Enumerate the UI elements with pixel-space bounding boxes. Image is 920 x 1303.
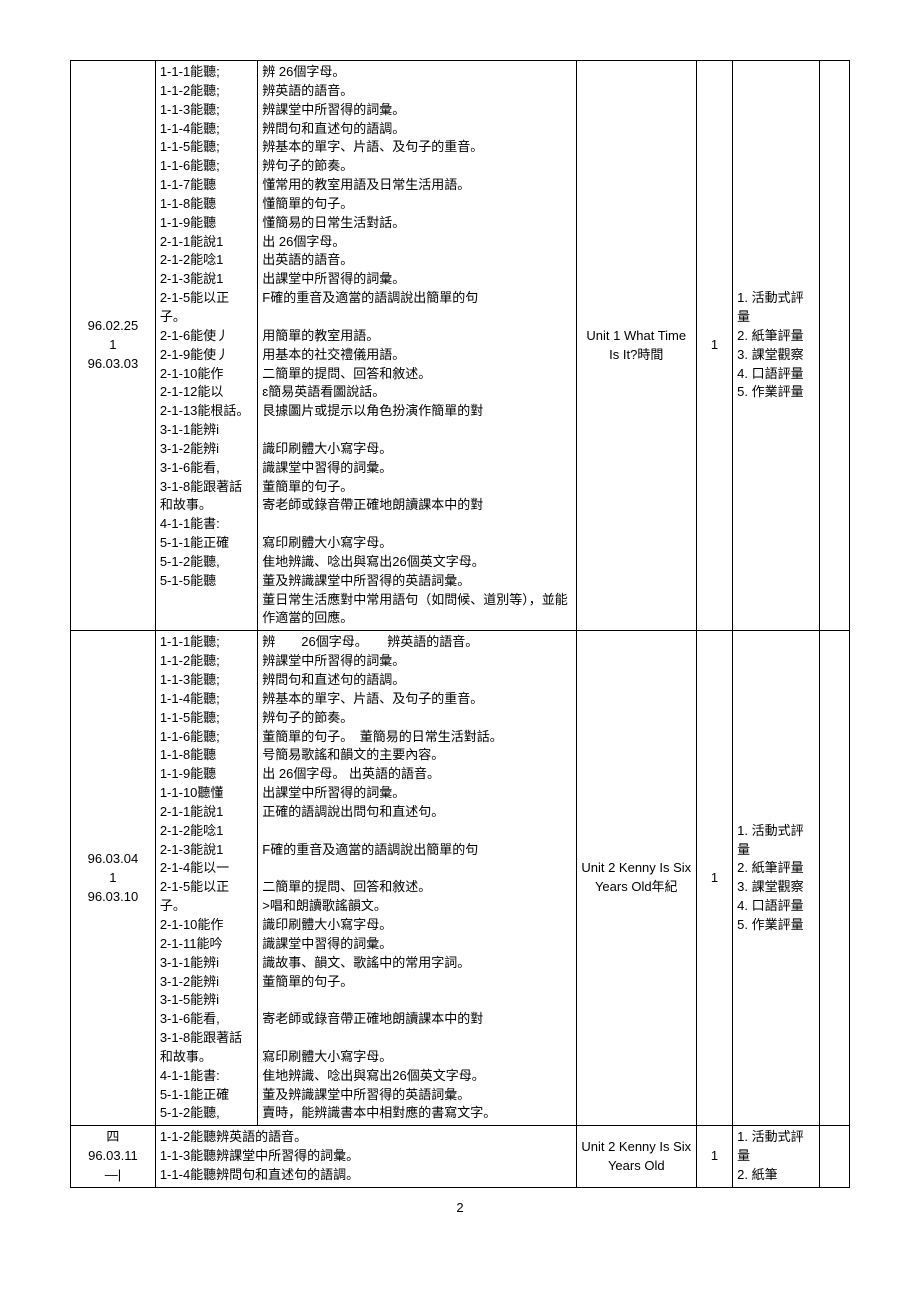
curriculum-table: 96.02.25 1 96.03.03 1-1-1能聽; 1-1-2能聽; 1-… [70, 60, 850, 1188]
details-cell: 辨 26個字母。 辨英語的語音。 辨課堂中所習得的詞彙。 辨問句和直述句的語調。… [258, 61, 576, 631]
assessment-cell: 1. 活動式評量 2. 紙筆評量 3. 課堂觀察 4. 口語評量 5. 作業評量 [733, 631, 820, 1126]
unit-cell: Unit 2 Kenny Is Six Years Old年紀 [576, 631, 696, 1126]
date-cell: 96.02.25 1 96.03.03 [71, 61, 156, 631]
assessment-cell: 1. 活動式評量 2. 紙筆評量 3. 課堂觀察 4. 口語評量 5. 作業評量 [733, 61, 820, 631]
table-row: 四 96.03.11 —| 1-1-2能聽辨英語的語音。 1-1-3能聽辨課堂中… [71, 1126, 850, 1188]
count-cell: 1 [696, 1126, 732, 1188]
objectives-cell: 1-1-1能聽; 1-1-2能聽; 1-1-3能聽; 1-1-4能聽; 1-1-… [155, 631, 257, 1126]
empty-cell [820, 1126, 850, 1188]
date-cell: 96.03.04 1 96.03.10 [71, 631, 156, 1126]
page-number: 2 [70, 1200, 850, 1215]
unit-cell: Unit 2 Kenny Is Six Years Old [576, 1126, 696, 1188]
table-row: 96.03.04 1 96.03.10 1-1-1能聽; 1-1-2能聽; 1-… [71, 631, 850, 1126]
date-cell: 四 96.03.11 —| [71, 1126, 156, 1188]
empty-cell [820, 61, 850, 631]
count-cell: 1 [696, 631, 732, 1126]
objectives-cell: 1-1-1能聽; 1-1-2能聽; 1-1-3能聽; 1-1-4能聽; 1-1-… [155, 61, 257, 631]
table-row: 96.02.25 1 96.03.03 1-1-1能聽; 1-1-2能聽; 1-… [71, 61, 850, 631]
details-cell: 辨 26個字母。 辨英語的語音。 辨課堂中所習得的詞彙。 辨問句和直述句的語調。… [258, 631, 576, 1126]
unit-cell: Unit 1 What Time Is It?時間 [576, 61, 696, 631]
count-cell: 1 [696, 61, 732, 631]
assessment-cell: 1. 活動式評量 2. 紙筆 [733, 1126, 820, 1188]
objectives-merged-cell: 1-1-2能聽辨英語的語音。 1-1-3能聽辨課堂中所習得的詞彙。 1-1-4能… [155, 1126, 576, 1188]
empty-cell [820, 631, 850, 1126]
